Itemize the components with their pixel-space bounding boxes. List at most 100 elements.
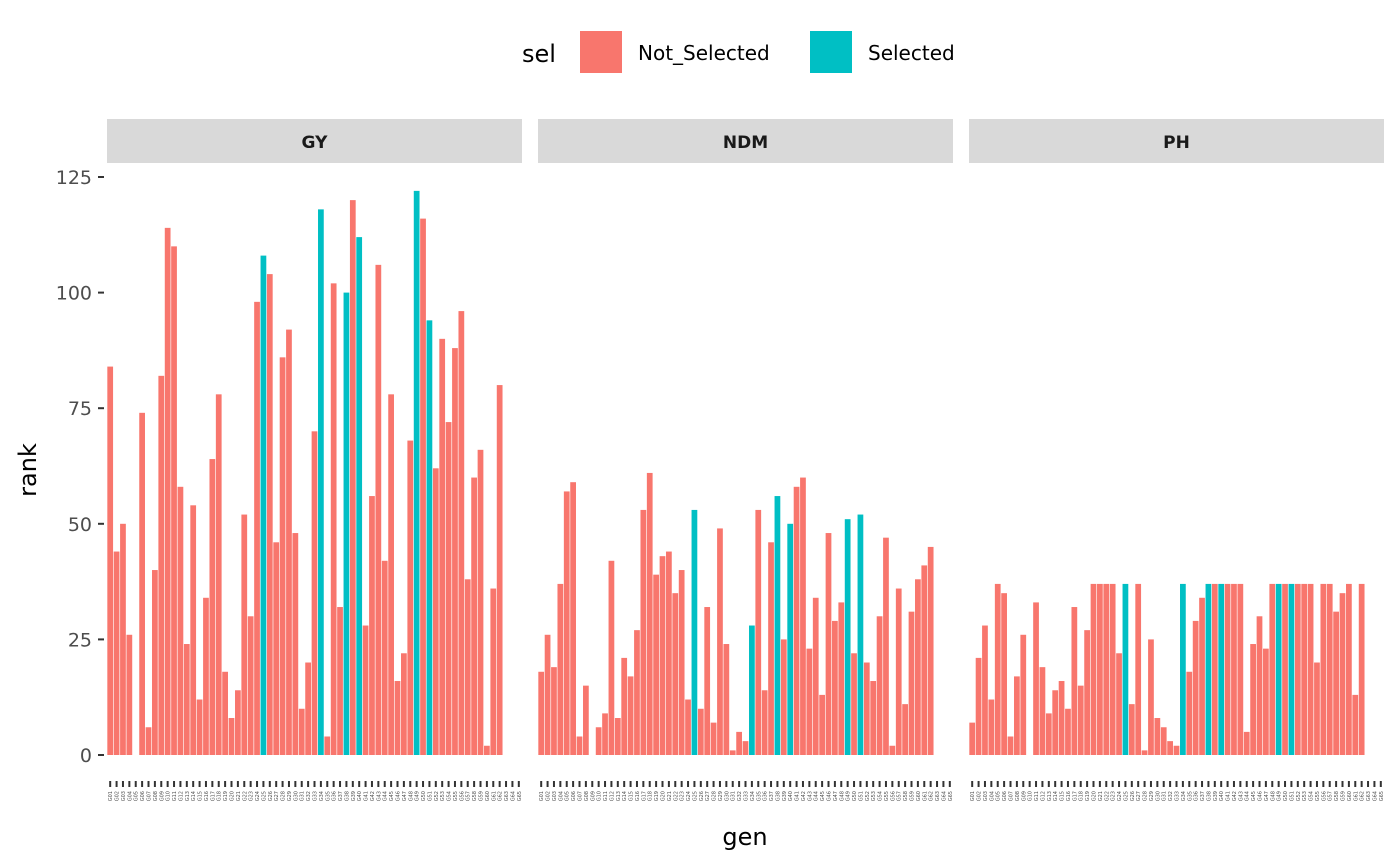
bar-ph-g31: [1160, 727, 1167, 755]
x-tick-label: G46: [827, 791, 833, 801]
x-tick-label: G10: [166, 791, 172, 801]
x-tick-label: G58: [903, 791, 909, 801]
x-tick-label: G03: [983, 791, 989, 801]
bar-ndm-g60: [915, 579, 921, 755]
x-tick-label: G29: [718, 791, 724, 801]
bar-ndm-g16: [634, 630, 640, 755]
bar-ph-g49: [1275, 583, 1282, 755]
x-tick-label: G36: [332, 791, 338, 801]
bar-gy-g47: [401, 653, 407, 755]
facet-strip-label: PH: [1163, 133, 1190, 153]
bar-ndm-g53: [870, 681, 877, 755]
bar-ph-g33: [1173, 745, 1180, 755]
bar-gy-g61: [490, 588, 497, 755]
bar-ndm-g56: [889, 745, 896, 755]
bar-ndm-g62: [927, 546, 934, 755]
bar-ndm-g50: [851, 653, 857, 755]
x-tick-label: G01: [539, 791, 545, 801]
bar-ph-g44: [1243, 731, 1250, 755]
x-tick-label: G24: [1117, 791, 1123, 801]
x-tick-label: G58: [472, 791, 478, 801]
x-tick-label: G50: [852, 791, 858, 801]
bar-gy-g36: [330, 283, 337, 755]
bar-ndm-g30: [723, 644, 730, 755]
x-tick-label: G59: [479, 791, 485, 801]
facet-strip: [969, 119, 1384, 163]
x-tick-label: G14: [622, 791, 628, 801]
x-tick-label: G41: [795, 791, 801, 801]
x-tick-label: G42: [801, 791, 807, 801]
x-tick-label: G01: [108, 791, 114, 801]
bar-ph-g03: [982, 625, 988, 755]
bar-ndm-g59: [908, 611, 915, 755]
bar-ph-g12: [1039, 667, 1046, 755]
x-tick-label: G32: [1168, 791, 1174, 801]
x-tick-label: G58: [1334, 791, 1340, 801]
x-tick-label: G25: [261, 791, 267, 801]
bar-gy-g34: [318, 209, 324, 756]
bar-ph-g09: [1020, 634, 1027, 755]
x-tick-label: G36: [1194, 791, 1200, 801]
bar-ndm-g45: [819, 694, 825, 755]
bar-ph-g36: [1192, 620, 1199, 755]
x-tick-label: G57: [897, 791, 903, 801]
x-tick-label: G51: [427, 791, 433, 801]
x-tick-label: G47: [833, 791, 839, 801]
x-tick-label: G11: [172, 791, 178, 801]
x-tick-label: G54: [878, 791, 884, 801]
x-tick-label: G03: [552, 791, 558, 801]
bar-ph-g18: [1077, 685, 1084, 755]
bar-ph-g20: [1090, 583, 1097, 755]
bar-ph-g55: [1314, 662, 1320, 755]
x-tick-label: G42: [370, 791, 376, 801]
bar-gy-g48: [407, 440, 414, 755]
x-tick-label: G43: [807, 791, 813, 801]
x-tick-label: G41: [1226, 791, 1232, 801]
x-tick-label: G60: [1347, 791, 1353, 801]
x-tick-label: G19: [223, 791, 229, 801]
x-tick-label: G15: [629, 791, 635, 801]
x-tick-label: G22: [1104, 791, 1110, 801]
bar-ph-g27: [1135, 583, 1142, 755]
x-tick-label: G14: [191, 791, 197, 801]
bar-ph-g37: [1199, 597, 1205, 755]
x-tick-label: G20: [661, 791, 667, 801]
x-tick-label: G57: [1328, 791, 1334, 801]
bar-gy-g17: [209, 459, 216, 755]
bar-ph-g43: [1237, 583, 1244, 755]
bar-ndm-g57: [895, 588, 902, 755]
legend-swatch-not-selected: [580, 31, 622, 73]
bar-ndm-g46: [825, 533, 832, 755]
x-tick-label: G28: [712, 791, 718, 801]
x-tick-label: G18: [1079, 791, 1085, 801]
x-tick-label: G38: [1206, 791, 1212, 801]
bar-ndm-g40: [787, 523, 794, 755]
x-tick-label: G62: [498, 791, 504, 801]
y-tick-label: 0: [80, 745, 92, 767]
x-tick-label: G33: [1175, 791, 1181, 801]
x-tick-label: G52: [1296, 791, 1302, 801]
x-tick-label: G30: [293, 791, 299, 801]
x-tick-label: G17: [210, 791, 216, 801]
bar-ndm-g19: [653, 574, 659, 755]
bar-ndm-g25: [691, 509, 698, 755]
x-tick-label: G53: [871, 791, 877, 801]
bar-gy-g50: [420, 218, 426, 756]
bar-ndm-g07: [576, 736, 583, 755]
bar-gy-g45: [388, 394, 394, 755]
x-tick-label: G55: [453, 791, 459, 801]
x-tick-label: G09: [159, 791, 165, 801]
bar-ndm-g29: [717, 528, 723, 755]
bar-ph-g57: [1326, 583, 1333, 755]
bar-ndm-g14: [621, 657, 628, 755]
bar-ph-g46: [1256, 616, 1263, 755]
x-tick-label: G62: [929, 791, 935, 801]
x-tick-label: G39: [351, 791, 357, 801]
x-tick-label: G09: [590, 791, 596, 801]
x-tick-label: G14: [1053, 791, 1059, 801]
x-tick-label: G30: [1155, 791, 1161, 801]
bar-gy-g38: [343, 292, 350, 755]
x-tick-label: G07: [1009, 791, 1015, 801]
bar-gy-g42: [369, 496, 375, 755]
